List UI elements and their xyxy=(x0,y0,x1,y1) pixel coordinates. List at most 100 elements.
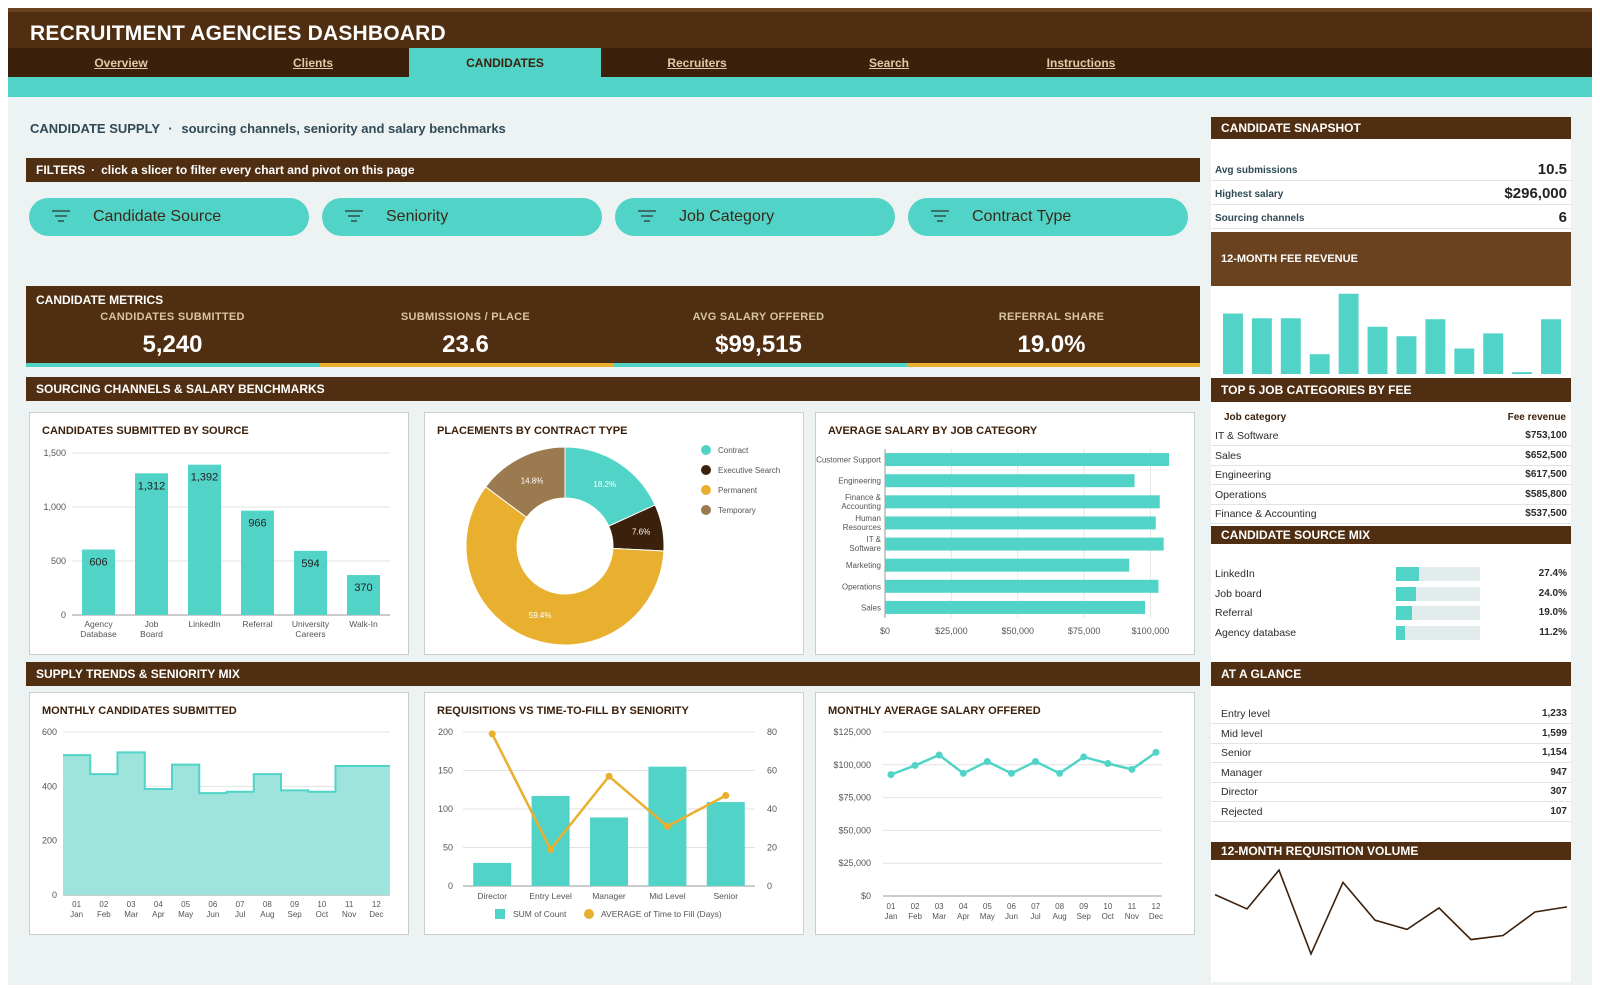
source-label: Referral xyxy=(1215,607,1253,619)
y-tick-label: 1,500 xyxy=(43,448,66,458)
y-tick-label: Operations xyxy=(842,582,881,591)
table-row: IT & Software $753,100 xyxy=(1211,427,1571,446)
slicer-job-category[interactable]: Job Category xyxy=(615,198,895,236)
accent-strip xyxy=(8,77,1592,97)
metrics-title: CANDIDATE METRICS xyxy=(36,293,164,307)
x-tick-label: 07 xyxy=(236,900,245,909)
fee-value: $617,500 xyxy=(1525,469,1567,481)
y-tick-label: $100,000 xyxy=(833,760,871,770)
x-tick-label: Board xyxy=(140,629,163,639)
slicer-candidate-source[interactable]: Candidate Source xyxy=(29,198,309,236)
glance-value: 107 xyxy=(1550,806,1567,817)
x-tick-label: $0 xyxy=(880,626,890,636)
line-point xyxy=(959,769,967,777)
line-point xyxy=(1056,769,1064,777)
y-tick-label: 0 xyxy=(52,890,57,900)
legend-swatch xyxy=(584,909,594,919)
bar xyxy=(294,550,327,615)
x-tick-label: 09 xyxy=(290,900,299,909)
glance-value: 307 xyxy=(1550,786,1567,798)
chart-title: MONTHLY CANDIDATES SUBMITTED xyxy=(42,705,237,717)
tab-search[interactable]: Search xyxy=(868,56,910,70)
line-point xyxy=(1007,769,1015,777)
x-tick-label: May xyxy=(178,910,193,919)
slicer-label: Seniority xyxy=(386,208,449,225)
y-tick-label: 1,000 xyxy=(43,502,66,512)
share-track xyxy=(1396,606,1480,620)
kpi-accent-line xyxy=(320,363,613,367)
x-tick-label: 02 xyxy=(911,902,920,911)
slicer-label: Job Category xyxy=(679,208,775,225)
bar xyxy=(241,510,274,615)
x-tick-label: 02 xyxy=(99,900,108,909)
bar xyxy=(885,495,1160,509)
source-mix-title: CANDIDATE SOURCE MIX xyxy=(1211,526,1571,544)
x-tick-label: Jan xyxy=(70,910,83,919)
filter-icon xyxy=(345,210,363,222)
line-point xyxy=(983,758,991,766)
filter-icon xyxy=(52,210,70,222)
share-bar xyxy=(1396,586,1416,601)
x-tick-label: 07 xyxy=(1031,902,1040,911)
tab-overview[interactable]: Overview xyxy=(94,56,148,70)
line-series xyxy=(890,751,1157,776)
bar xyxy=(473,862,512,886)
kpi-avg-salary: AVG SALARY OFFERED $99,515 xyxy=(612,311,905,359)
panel-monthly-salary: MONTHLY AVERAGE SALARY OFFERED $0 $25,000… xyxy=(815,692,1195,935)
y-tick-label: 100 xyxy=(438,804,453,814)
x-tick-label: 12 xyxy=(372,900,381,909)
x-tick-label: 01 xyxy=(72,900,81,909)
share-track xyxy=(1396,586,1480,601)
table-row: Sales $652,500 xyxy=(1211,447,1571,466)
x-tick-label: Entry Level xyxy=(529,891,572,901)
y-tick-label: 150 xyxy=(438,766,453,776)
x-tick-label: Dec xyxy=(369,910,383,919)
x-tick-label: Jun xyxy=(1005,912,1018,921)
x-tick-label: 10 xyxy=(317,900,326,909)
snapshot-value: 10.5 xyxy=(1537,161,1567,178)
x-tick-label: 11 xyxy=(1128,902,1137,911)
chart-title: PLACEMENTS BY CONTRACT TYPE xyxy=(437,425,628,437)
x-tick-label: 03 xyxy=(127,900,136,909)
filters-separator: · xyxy=(91,163,96,177)
line-point xyxy=(1128,765,1136,773)
metrics-panel xyxy=(26,286,1200,364)
x-tick-label: Feb xyxy=(908,912,922,921)
source-label: Agency database xyxy=(1215,626,1297,639)
category-label: IT & Software xyxy=(1215,430,1279,442)
slicer-seniority[interactable]: Seniority xyxy=(322,198,602,236)
bar xyxy=(885,558,1130,572)
tab-recruiters[interactable]: Recruiters xyxy=(667,56,727,70)
y2-tick-label: 60 xyxy=(767,766,777,776)
category-label: Engineering xyxy=(1215,469,1272,482)
kpi-accent-line xyxy=(26,363,320,367)
pie-slice xyxy=(484,446,566,519)
y-tick-label: $75,000 xyxy=(838,793,871,803)
x-tick-label: Dec xyxy=(1149,912,1163,921)
slicer-contract-type[interactable]: Contract Type xyxy=(908,198,1188,236)
legend-label: AVERAGE of Time to Fill (Days) xyxy=(601,909,722,919)
tab-candidates[interactable]: CANDIDATES xyxy=(409,48,601,78)
x-tick-label: Oct xyxy=(1102,912,1115,921)
glance-label: Entry level xyxy=(1221,708,1271,720)
y-tick-label: 50 xyxy=(443,843,453,853)
tab-clients[interactable]: Clients xyxy=(292,56,333,70)
kpi-accent-line xyxy=(613,363,907,367)
glance-value: 1,233 xyxy=(1541,708,1567,719)
x-tick-label: Apr xyxy=(957,912,970,921)
source-label: Job board xyxy=(1215,587,1262,600)
y-tick-label: 200 xyxy=(42,836,57,846)
fee-value: $585,800 xyxy=(1525,488,1567,500)
fee-revenue-title: 12-MONTH FEE REVENUE xyxy=(1221,253,1358,265)
filter-icon xyxy=(931,210,949,222)
slice-label: 18.2% xyxy=(593,480,616,489)
y-tick-label: 0 xyxy=(61,610,66,620)
tab-instructions[interactable]: Instructions xyxy=(1046,56,1116,70)
x-tick-label: 08 xyxy=(263,900,272,909)
table-row: Finance & Accounting $537,500 xyxy=(1211,505,1571,525)
x-tick-label: $25,000 xyxy=(935,626,968,636)
page-subtitle: sourcing channels, seniority and salary … xyxy=(181,121,506,136)
share-value: 27.4% xyxy=(1538,568,1567,579)
section-sourcing-banner: SOURCING CHANNELS & SALARY BENCHMARKS xyxy=(26,377,1200,401)
